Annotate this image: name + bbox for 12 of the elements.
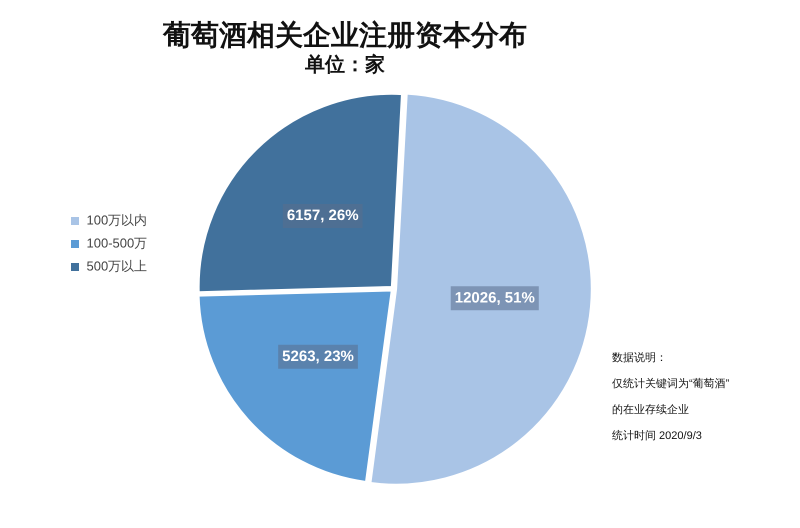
legend-label: 100万以内 <box>86 212 148 228</box>
chart-subtitle: 单位：家 <box>304 53 385 76</box>
text: 的在业存续企业 <box>612 403 690 418</box>
data-label: 6157, 26% <box>286 207 359 224</box>
data-label: 12026, 51% <box>454 289 535 306</box>
text: 数据说明： <box>612 351 668 366</box>
legend-label: 100-500万 <box>86 236 148 251</box>
chart-title: 葡萄酒相关企业注册资本分布 <box>162 20 527 51</box>
text: 仅统计关键词为“葡萄酒” <box>612 376 730 392</box>
data-label: 5263, 23% <box>282 348 354 365</box>
legend-label: 500万以上 <box>86 258 148 274</box>
text: 统计时间 2020/9/3 <box>612 428 703 444</box>
